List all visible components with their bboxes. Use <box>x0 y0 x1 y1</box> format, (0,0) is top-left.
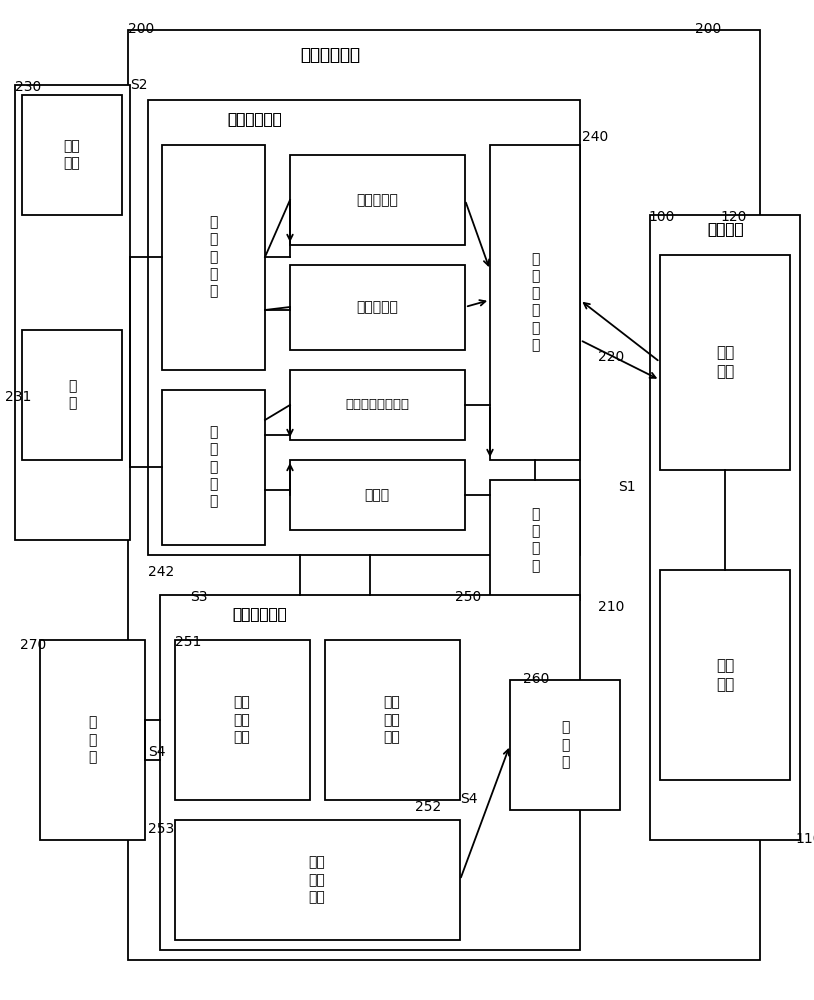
Text: 射线
模块: 射线 模块 <box>63 139 81 171</box>
Text: 测量
元件: 测量 元件 <box>716 658 734 692</box>
Text: 阻值
分析
单元: 阻值 分析 单元 <box>383 696 400 744</box>
Text: 测量装置: 测量装置 <box>707 223 743 237</box>
Bar <box>660 570 790 780</box>
Bar <box>290 155 465 245</box>
Text: 270: 270 <box>20 638 46 652</box>
Text: 中央处理单元: 中央处理单元 <box>233 607 287 622</box>
Text: 250: 250 <box>455 590 481 604</box>
Text: 音频
分析
单元: 音频 分析 单元 <box>234 696 251 744</box>
Text: 音频输出埠: 音频输出埠 <box>356 300 398 314</box>
Bar <box>490 480 580 600</box>
Bar <box>128 30 760 960</box>
Bar <box>175 820 460 940</box>
Text: 100: 100 <box>648 210 674 224</box>
Text: 移动通讯装置: 移动通讯装置 <box>300 46 360 64</box>
Bar <box>160 595 580 950</box>
Text: 数据处理模块: 数据处理模块 <box>228 112 282 127</box>
Text: 天
线: 天 线 <box>68 379 77 411</box>
Text: 260: 260 <box>523 672 549 686</box>
Text: 252: 252 <box>415 800 441 814</box>
Text: 数据处理模块: 数据处理模块 <box>228 112 282 127</box>
Bar <box>290 265 465 350</box>
Text: 模拟数字转换端口: 模拟数字转换端口 <box>345 398 409 412</box>
Text: 音频输入埠: 音频输入埠 <box>356 193 398 207</box>
Text: 200: 200 <box>695 22 721 36</box>
Text: S1: S1 <box>618 480 636 494</box>
Text: 中央处理单元: 中央处理单元 <box>233 607 287 622</box>
Bar <box>490 145 580 460</box>
Bar <box>162 145 265 370</box>
Text: S4: S4 <box>148 745 165 759</box>
Text: 音
频
输
入
埠: 音 频 输 入 埠 <box>209 215 217 299</box>
Text: 测量
插头: 测量 插头 <box>716 345 734 379</box>
Bar <box>162 390 265 545</box>
Bar <box>175 640 310 800</box>
Text: 120: 120 <box>720 210 746 224</box>
Text: 测量装置: 测量装置 <box>707 223 743 237</box>
Text: S3: S3 <box>190 590 208 604</box>
Text: 210: 210 <box>598 600 624 614</box>
Bar <box>148 100 580 555</box>
Bar <box>510 680 620 810</box>
Text: S2: S2 <box>130 78 147 92</box>
Text: S4: S4 <box>460 792 478 806</box>
Bar <box>325 640 460 800</box>
Bar <box>660 255 790 470</box>
Bar <box>650 215 800 840</box>
Text: 253: 253 <box>148 822 174 836</box>
Bar <box>22 95 122 215</box>
Text: 信
号
电
路
模
块: 信 号 电 路 模 块 <box>531 252 539 352</box>
Text: 240: 240 <box>582 130 608 144</box>
Text: 信
号
插
座: 信 号 插 座 <box>531 507 539 573</box>
Bar <box>290 370 465 440</box>
Bar <box>290 460 465 530</box>
Text: 251: 251 <box>175 635 201 649</box>
Text: 110: 110 <box>795 832 814 846</box>
Bar <box>22 330 122 460</box>
Text: 显
示
屏: 显 示 屏 <box>561 721 569 769</box>
Text: 扬
声
器: 扬 声 器 <box>88 716 96 764</box>
Text: 230: 230 <box>15 80 42 94</box>
Bar <box>15 85 130 540</box>
Text: 220: 220 <box>598 350 624 364</box>
Bar <box>40 640 145 840</box>
Text: 200: 200 <box>128 22 154 36</box>
Text: 中断埠: 中断埠 <box>365 488 390 502</box>
Text: 音
频
输
入
埠: 音 频 输 入 埠 <box>209 425 217 509</box>
Text: 231: 231 <box>5 390 32 404</box>
Text: 移动通讯装置: 移动通讯装置 <box>300 46 360 64</box>
Text: 242: 242 <box>148 565 174 579</box>
Text: 结果
处理
单元: 结果 处理 单元 <box>309 856 326 904</box>
